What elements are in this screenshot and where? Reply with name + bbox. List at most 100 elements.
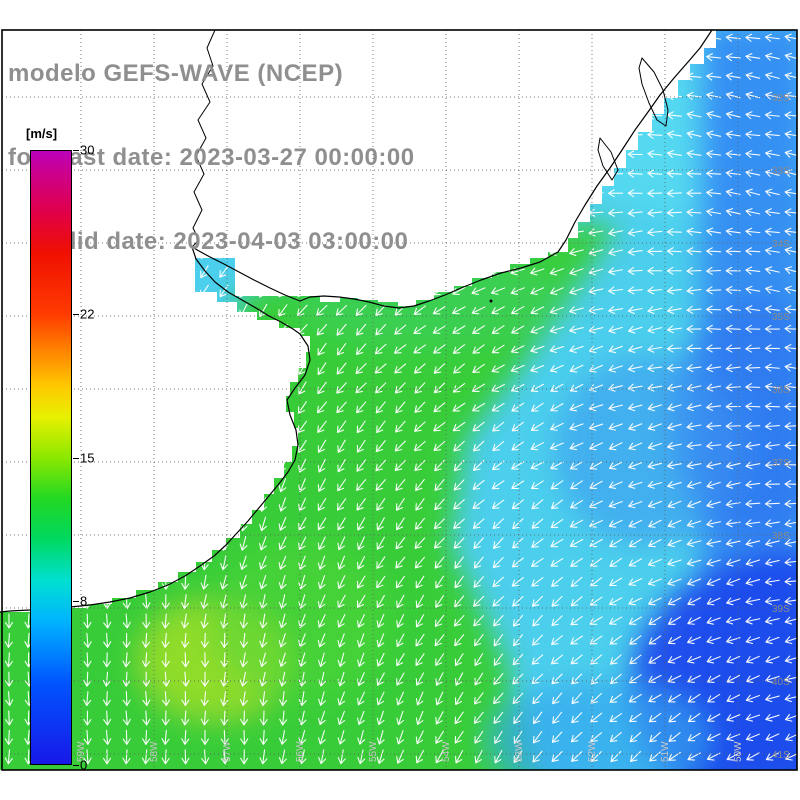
wave-arrow [745, 111, 761, 120]
wave-arrow [568, 53, 584, 62]
wave-arrow [627, 169, 643, 178]
wave-arrow [181, 535, 190, 551]
wave-arrow [569, 267, 584, 276]
wave-arrow [141, 342, 150, 357]
wave-arrow [471, 151, 486, 160]
wave-arrow [122, 400, 131, 416]
wave-arrow [220, 749, 229, 765]
wave-arrow [648, 616, 662, 625]
wave-arrow [687, 616, 701, 625]
wave-arrow [356, 401, 367, 414]
wave-arrow [706, 636, 721, 645]
wave-arrow [666, 130, 682, 139]
wave-arrow [706, 422, 722, 431]
wave-arrow [5, 361, 14, 377]
wave-arrow [219, 381, 229, 395]
wave-arrow [278, 749, 287, 765]
wave-arrow [161, 632, 170, 648]
wave-arrow [432, 54, 447, 63]
wave-arrow [706, 111, 721, 119]
wave-arrow [550, 519, 564, 529]
wave-arrow [529, 92, 545, 101]
wave-arrow [627, 33, 643, 42]
wave-arrow [628, 423, 643, 431]
wave-arrow [415, 730, 424, 745]
wave-arrow [666, 266, 682, 275]
wave-arrow [317, 517, 327, 531]
wave-arrow [686, 422, 702, 431]
wave-arrow [317, 536, 326, 551]
wave-arrow [745, 266, 761, 275]
wave-arrow [627, 364, 643, 373]
wave-arrow [765, 266, 780, 275]
wave-arrow [141, 419, 150, 435]
colorbar-tick-mark [73, 150, 79, 151]
wave-arrow [180, 497, 189, 512]
wave-arrow [259, 574, 267, 590]
wave-arrow [279, 691, 288, 707]
wave-arrow [83, 555, 92, 571]
wave-arrow [298, 652, 307, 668]
wave-arrow [647, 500, 662, 509]
wave-arrow [220, 555, 229, 571]
wave-arrow [745, 480, 761, 489]
wave-arrow [83, 749, 92, 765]
wave-arrow [510, 92, 525, 101]
wave-arrow [103, 535, 112, 551]
wave-arrow [258, 439, 268, 453]
wave-arrow [686, 461, 702, 470]
wave-arrow [629, 674, 642, 684]
wave-arrow [357, 633, 365, 648]
wave-arrow [181, 749, 190, 765]
wave-arrow [647, 383, 663, 392]
wave-arrow [667, 520, 682, 528]
wave-arrow [200, 497, 209, 512]
wave-arrow [764, 247, 780, 256]
wave-arrow [550, 383, 564, 393]
wave-arrow [609, 538, 623, 548]
wave-arrow [259, 400, 267, 415]
wave-arrow [764, 344, 780, 353]
wave-arrow [686, 519, 702, 528]
wave-arrow [550, 461, 564, 470]
wave-arrow [200, 400, 209, 415]
wave-arrow [395, 575, 406, 589]
wave-arrow [706, 286, 722, 295]
wave-arrow [298, 536, 307, 551]
wave-arrow [491, 209, 506, 218]
wave-arrow [550, 499, 564, 510]
lon-label: 58W [149, 741, 160, 762]
wave-arrow [589, 538, 603, 548]
wave-arrow [571, 692, 582, 705]
wave-arrow [356, 575, 366, 589]
wave-arrow [764, 33, 780, 42]
wave-arrow [376, 730, 385, 745]
wave-arrow [471, 287, 486, 295]
wave-arrow [706, 461, 722, 470]
wave-arrow [686, 500, 702, 509]
wave-arrow [608, 228, 624, 237]
wave-arrow [413, 440, 426, 452]
wave-arrow [570, 499, 584, 509]
wave-arrow [432, 93, 447, 101]
wave-arrow [588, 72, 604, 81]
wave-arrow [337, 575, 346, 589]
wave-arrow [667, 558, 682, 567]
wave-arrow [161, 458, 170, 474]
wave-arrow [4, 438, 13, 454]
wave-arrow [647, 247, 663, 256]
wave-arrow [745, 344, 761, 353]
wave-arrow [511, 306, 525, 315]
wave-arrow [297, 401, 307, 414]
wave-arrow [668, 732, 681, 742]
wave-arrow [161, 652, 170, 668]
wave-arrow [764, 596, 780, 605]
wave-arrow [647, 423, 662, 431]
wave-arrow [141, 361, 150, 377]
wave-arrow [5, 594, 14, 610]
wave-arrow [765, 558, 780, 567]
wave-arrow [608, 442, 623, 451]
wave-arrow [103, 632, 112, 648]
wave-arrow [4, 729, 13, 745]
wave-arrow [317, 381, 327, 395]
